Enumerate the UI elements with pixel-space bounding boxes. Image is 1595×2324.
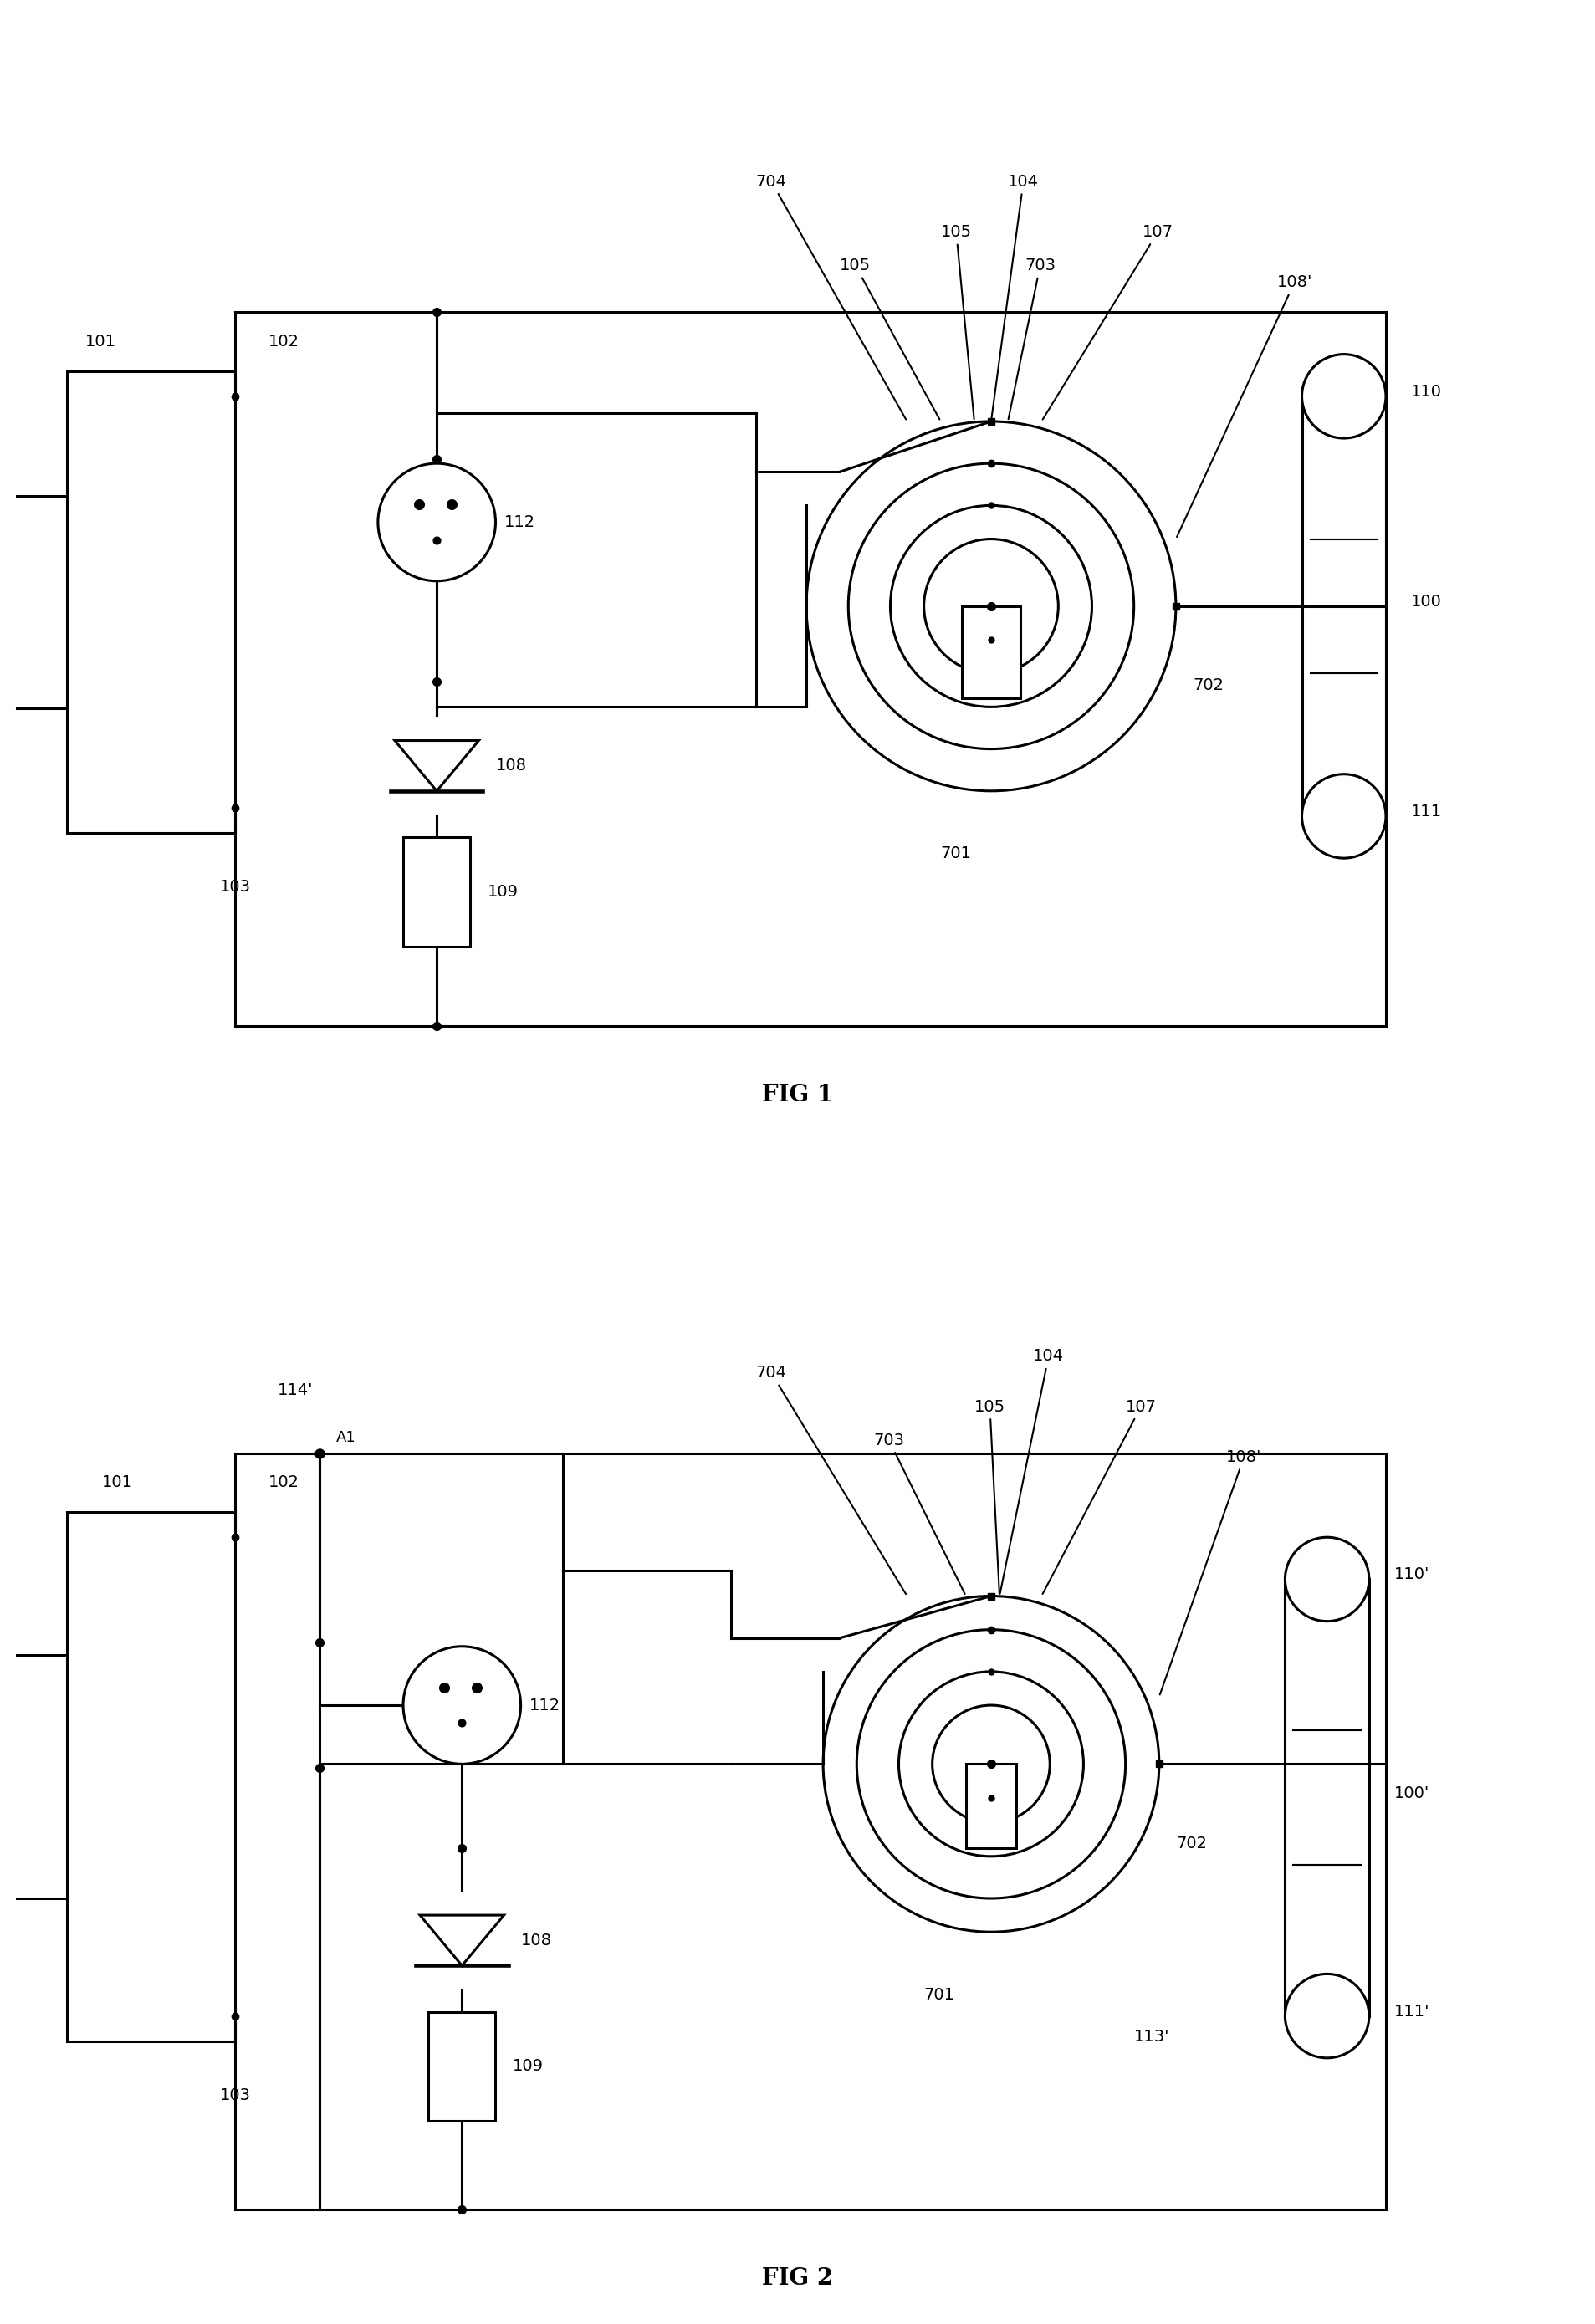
Text: 703: 703 [1008,258,1054,418]
Ellipse shape [1302,774,1384,858]
Polygon shape [394,741,479,790]
Ellipse shape [1302,353,1384,439]
Text: 101: 101 [85,332,116,349]
Text: 104: 104 [1000,1348,1064,1594]
Text: 110': 110' [1394,1566,1429,1583]
Text: 702: 702 [1191,679,1223,693]
Text: 104: 104 [990,174,1038,418]
Text: 105: 105 [939,223,973,418]
Circle shape [890,504,1091,706]
Text: 109: 109 [512,2059,542,2075]
Text: 114': 114' [278,1383,313,1397]
Text: 113': 113' [1134,2029,1169,2045]
Circle shape [924,539,1057,674]
Text: 105: 105 [975,1399,1005,1594]
Text: 108': 108' [1176,274,1311,537]
Text: 112: 112 [504,514,534,530]
Text: 108: 108 [520,1934,552,1948]
Text: 111': 111' [1394,2003,1429,2020]
Circle shape [857,1629,1124,1899]
Circle shape [404,1645,520,1764]
Text: FIG 1: FIG 1 [762,1083,833,1106]
Text: 103: 103 [220,878,250,895]
Bar [67,372,234,832]
Text: 704: 704 [756,174,906,418]
Bar [67,1513,234,2040]
Text: 101: 101 [102,1473,132,1490]
Circle shape [898,1671,1083,1857]
Circle shape [931,1706,1050,1822]
Bar [965,1764,1016,1848]
Ellipse shape [1284,1973,1369,2059]
Circle shape [805,421,1176,790]
Text: 701: 701 [939,846,971,862]
Text: 110: 110 [1410,383,1442,400]
Text: 108': 108' [1160,1450,1262,1694]
Bar [427,2013,496,2122]
Text: 108: 108 [496,758,526,774]
Bar [962,607,1019,700]
Text: 103: 103 [220,2087,250,2103]
Text: 105: 105 [839,258,939,418]
Text: 704: 704 [756,1364,906,1594]
Circle shape [823,1597,1158,1931]
Text: 112: 112 [530,1697,560,1713]
Text: 703: 703 [872,1432,965,1594]
Polygon shape [419,1915,504,1966]
Ellipse shape [1284,1536,1369,1622]
Text: 702: 702 [1176,1836,1206,1852]
Bar [404,837,471,946]
Text: 111: 111 [1410,804,1442,820]
Text: 107: 107 [1042,223,1172,418]
Text: 100: 100 [1410,593,1442,609]
Text: FIG 2: FIG 2 [762,2268,833,2289]
Circle shape [849,462,1134,748]
Text: 100': 100' [1394,1785,1429,1801]
Text: 102: 102 [268,332,300,349]
Text: 109: 109 [486,883,518,899]
Circle shape [378,462,496,581]
Text: 102: 102 [268,1473,300,1490]
Text: 107: 107 [1042,1399,1156,1594]
Text: 701: 701 [924,1987,954,2003]
Text: A1: A1 [337,1429,356,1446]
